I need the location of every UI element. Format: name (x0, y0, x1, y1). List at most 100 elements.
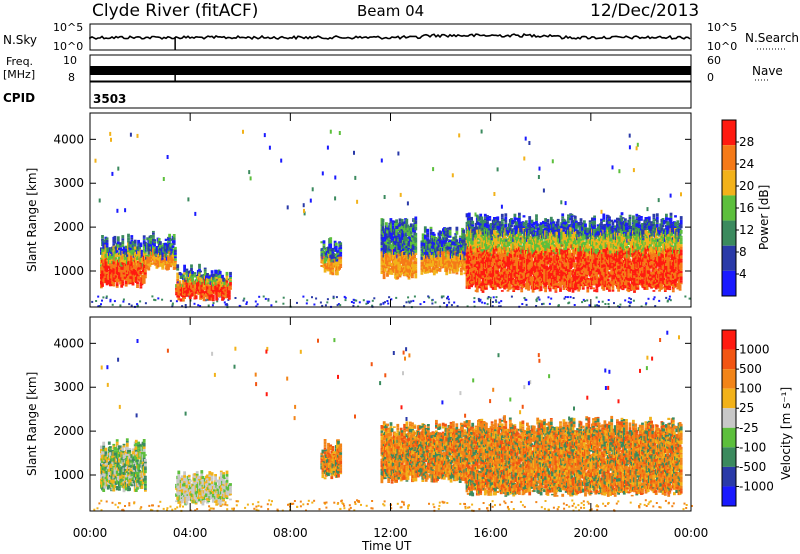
noise-cell (665, 297, 667, 299)
noise-cell (423, 301, 425, 303)
scatter-cell (432, 167, 434, 171)
noise-cell (326, 301, 328, 303)
noise-cell (306, 299, 308, 301)
echo-cell (482, 290, 485, 293)
scatter-cell (381, 159, 383, 163)
echo-cell (382, 223, 385, 226)
echo-cell (116, 282, 119, 284)
echo-cell (121, 241, 124, 245)
nsky-trace (90, 34, 690, 50)
echo-cell (421, 273, 424, 275)
echo-cell (504, 220, 507, 223)
echo-cell (439, 270, 442, 272)
echo-cell (414, 271, 417, 274)
noise-cell (380, 303, 382, 305)
scatter-cell (269, 146, 271, 150)
nave-lo: 0 (707, 71, 714, 84)
noise-cell (325, 304, 327, 306)
echo-cell (561, 216, 564, 218)
echo-cell (552, 221, 555, 223)
scatter-cell (330, 130, 332, 134)
echo-cell (179, 282, 182, 284)
noise-cell (265, 298, 267, 300)
echo-cell (414, 233, 417, 236)
echo-cell (426, 237, 429, 238)
scatter-cell (334, 176, 336, 180)
echo-cell (414, 220, 417, 224)
echo-cell (479, 214, 482, 217)
noise-cell (395, 297, 397, 299)
noise-cell (355, 300, 357, 302)
echo-cell (456, 272, 459, 274)
noise-cell (541, 303, 543, 305)
noise-cell (488, 296, 490, 298)
echo-cell (174, 253, 177, 255)
echo-cell (176, 268, 179, 271)
echo-cell (449, 271, 452, 274)
noise-cell (448, 298, 450, 300)
noise-cell (539, 299, 541, 301)
scatter-cell (552, 159, 554, 163)
noise-cell (128, 303, 130, 305)
echo-cell (183, 297, 186, 299)
echo-cell (140, 243, 143, 244)
noise-cell (114, 300, 116, 302)
noise-cell (283, 297, 285, 299)
noise-cell (243, 298, 245, 300)
noise-cell (586, 299, 588, 301)
echo-cell (573, 261, 576, 263)
echo-cell (426, 234, 429, 237)
noise-cell (478, 298, 480, 300)
noise-cell (427, 295, 429, 297)
scatter-cell (280, 159, 282, 163)
scatter-cell (163, 177, 165, 181)
noise-cell (498, 302, 500, 304)
echo-cell (460, 269, 463, 272)
nave-label: Nave (752, 64, 783, 78)
echo-cell (130, 238, 133, 240)
noise-cell (525, 299, 527, 301)
noise-cell (372, 300, 374, 302)
echo-cell (414, 268, 417, 270)
noise-cell (95, 300, 97, 302)
noise-cell (225, 304, 227, 306)
echo-cell (329, 240, 332, 243)
noise-cell (602, 301, 604, 303)
echo-cell (323, 244, 326, 246)
echo-cell (414, 258, 417, 261)
noise-cell (302, 296, 304, 298)
freq-hi: 10 (63, 54, 77, 67)
echo-cell (190, 268, 193, 271)
noise-cell (263, 296, 265, 298)
noise-cell (353, 299, 355, 301)
echo-cell (152, 231, 155, 233)
noise-cell (608, 299, 610, 301)
scatter-cell (99, 199, 101, 203)
echo-cell (445, 272, 448, 274)
echo-cell (414, 227, 417, 231)
echo-cell (547, 219, 550, 222)
echo-cell (174, 247, 177, 250)
echo-cell (557, 219, 560, 222)
noise-cell (536, 300, 538, 302)
echo-cell (445, 273, 448, 275)
noise-cell (596, 297, 598, 299)
echo-cell (228, 290, 231, 294)
echo-cell (476, 290, 479, 292)
noise-cell (367, 301, 369, 303)
echo-cell (144, 252, 147, 253)
noise-cell (313, 304, 315, 306)
echo-cell (496, 216, 499, 220)
echo-cell (518, 218, 521, 220)
scatter-cell (647, 207, 649, 211)
echo-cell (339, 267, 342, 268)
noise-cell (630, 301, 632, 303)
echo-cell (449, 230, 452, 232)
echo-cell (121, 235, 124, 238)
nave-hi: 60 (707, 54, 721, 67)
echo-cell (567, 221, 570, 224)
noise-cell (487, 303, 489, 305)
scatter-cell (618, 169, 620, 173)
noise-cell (511, 296, 513, 298)
echo-cell (161, 268, 164, 269)
